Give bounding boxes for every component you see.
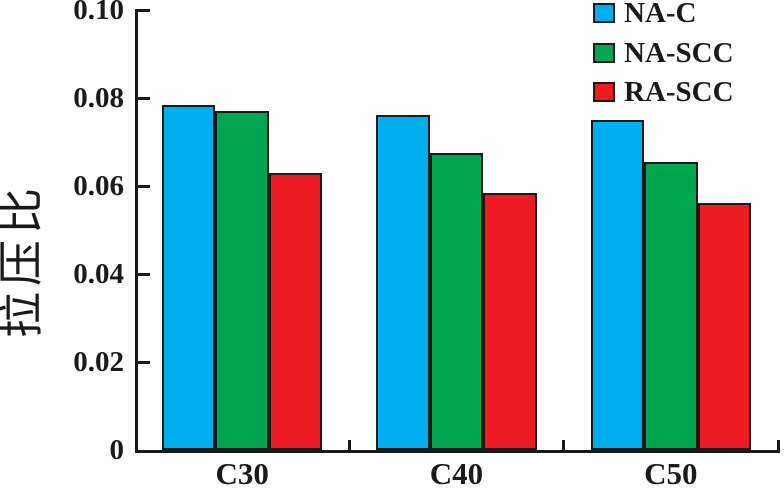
bar-ra-scc-c50 bbox=[697, 203, 752, 450]
y-tick-label-0.08: 0.08 bbox=[73, 82, 124, 114]
x-category-label-c50: C50 bbox=[644, 456, 698, 491]
y-tick-0.02 bbox=[138, 360, 150, 364]
y-tick-0.06 bbox=[138, 184, 150, 188]
y-tick-label-0.04: 0.04 bbox=[73, 258, 124, 290]
y-tick-0.10 bbox=[138, 8, 150, 12]
y-tick-0.08 bbox=[138, 96, 150, 100]
legend-item-na-c: NA-C bbox=[593, 0, 697, 29]
x-category-label-c30: C30 bbox=[215, 456, 269, 491]
bar-na-scc-c40 bbox=[429, 153, 484, 450]
y-tick-0.04 bbox=[138, 272, 150, 276]
y-axis-line bbox=[135, 8, 138, 453]
x-axis-tick-1 bbox=[347, 440, 351, 450]
legend-label-ra-scc: RA-SCC bbox=[624, 76, 734, 108]
y-tick-label-0.02: 0.02 bbox=[73, 346, 124, 378]
bar-ra-scc-c30 bbox=[268, 172, 323, 450]
legend-label-na-c: NA-C bbox=[624, 0, 697, 29]
bar-na-c-c30 bbox=[161, 104, 216, 450]
y-tick-label-0.06: 0.06 bbox=[73, 170, 124, 202]
legend-swatch-na-scc bbox=[593, 42, 615, 63]
x-axis-line bbox=[135, 450, 780, 453]
bar-na-c-c40 bbox=[376, 115, 430, 450]
bar-na-scc-c30 bbox=[215, 111, 269, 450]
bar-ra-scc-c40 bbox=[483, 193, 537, 450]
legend-swatch-na-c bbox=[593, 3, 615, 23]
bar-na-scc-c50 bbox=[644, 161, 698, 450]
x-axis-tick-3 bbox=[776, 440, 780, 450]
legend-label-na-scc: NA-SCC bbox=[624, 36, 734, 69]
bar-na-c-c50 bbox=[590, 120, 645, 450]
legend-item-na-scc: NA-SCC bbox=[593, 36, 734, 69]
legend-swatch-ra-scc bbox=[593, 82, 615, 102]
legend-item-ra-scc: RA-SCC bbox=[593, 76, 734, 108]
y-tick-label-0.10: 0.10 bbox=[73, 0, 124, 26]
y-tick-label-0: 0 bbox=[109, 434, 125, 466]
x-axis-tick-2 bbox=[562, 440, 566, 450]
x-category-label-c40: C40 bbox=[429, 456, 484, 491]
